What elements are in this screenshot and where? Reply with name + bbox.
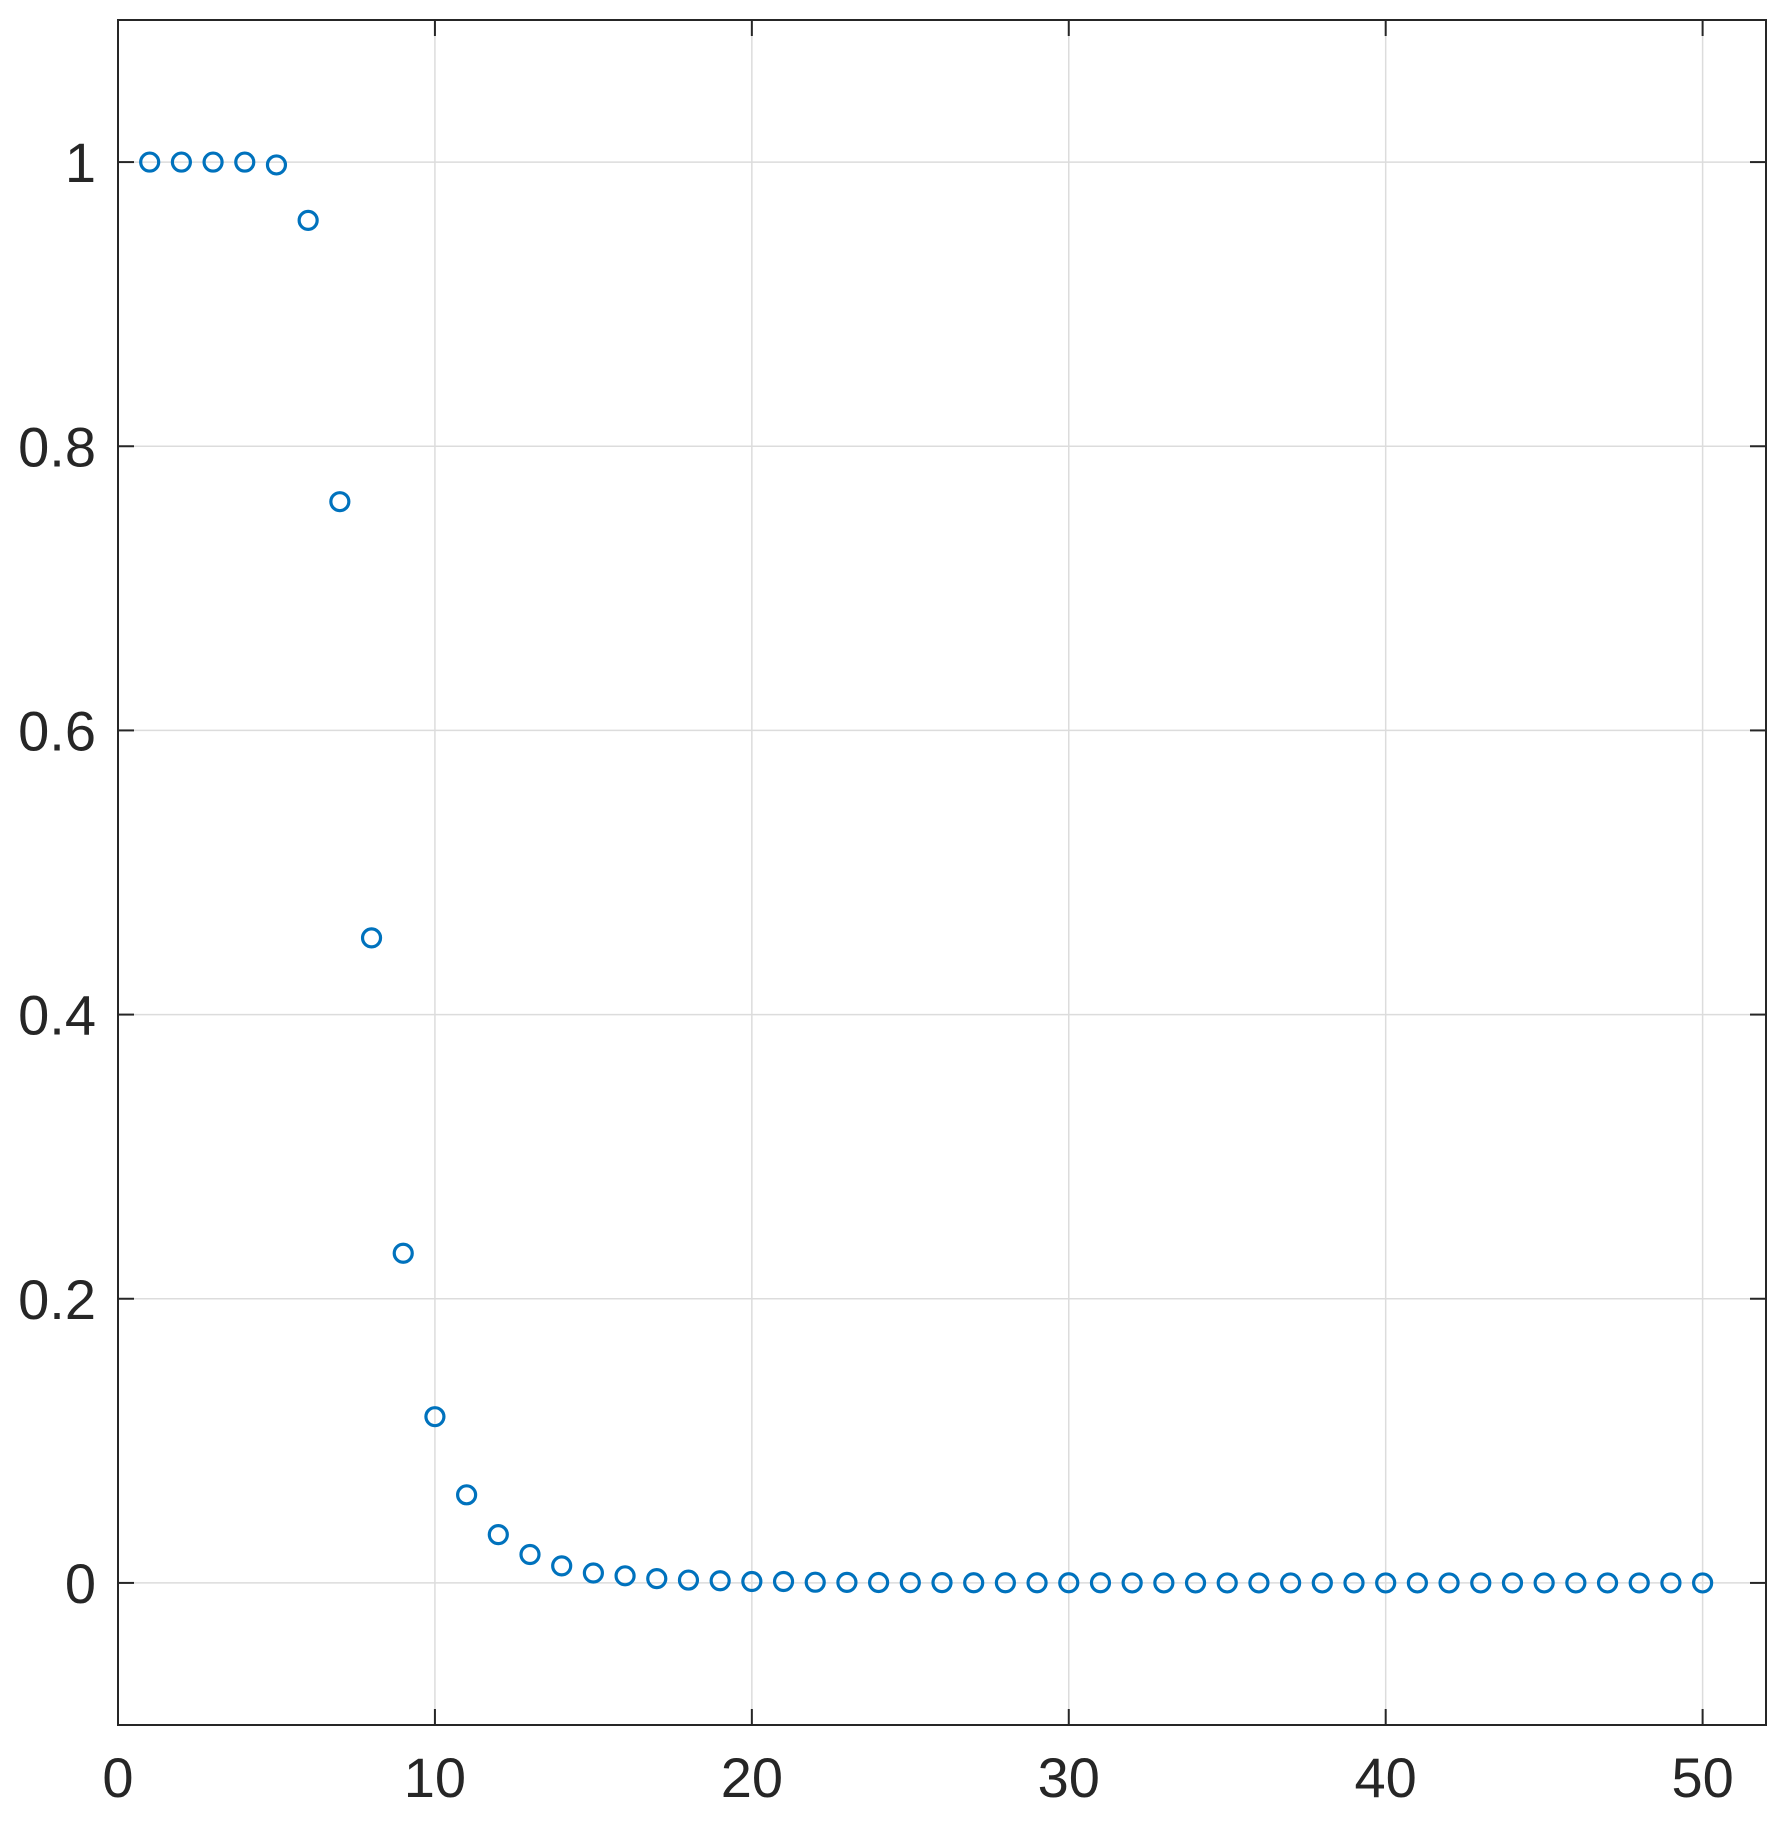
data-point [899, 1572, 921, 1594]
data-point [582, 1562, 604, 1584]
data-point [551, 1555, 573, 1577]
y-tick-label: 1 [65, 131, 96, 194]
data-point [329, 491, 351, 513]
data-points [139, 151, 1714, 1594]
data-point [677, 1569, 700, 1591]
data-point [360, 927, 383, 949]
data-point [487, 1524, 509, 1546]
data-point [1089, 1572, 1112, 1594]
data-point [392, 1242, 414, 1264]
data-point [804, 1571, 826, 1593]
y-tick-label: 0.2 [18, 1268, 96, 1331]
data-point [741, 1570, 763, 1593]
data-point [1311, 1572, 1333, 1594]
data-point [1026, 1572, 1048, 1594]
y-tick-label: 0 [65, 1552, 96, 1615]
y-tick-labels: 0 0.2 0.4 0.6 0.8 1 [18, 131, 96, 1615]
x-tick-label: 10 [404, 1746, 466, 1809]
grid-lines [117, 20, 1766, 1725]
data-point [1058, 1572, 1080, 1594]
data-point [614, 1565, 636, 1587]
data-point [1280, 1572, 1302, 1594]
data-point [519, 1543, 541, 1566]
x-tick-label: 20 [721, 1746, 783, 1809]
data-point [1375, 1572, 1397, 1594]
data-point [1596, 1572, 1619, 1594]
data-point [1501, 1572, 1524, 1594]
data-point [931, 1572, 953, 1594]
data-point [836, 1571, 858, 1593]
data-point [963, 1572, 985, 1594]
data-point [1565, 1572, 1587, 1594]
axis-ticks [117, 20, 1766, 1725]
data-point [1470, 1572, 1492, 1594]
x-tick-label: 30 [1038, 1746, 1100, 1809]
y-tick-label: 0.6 [18, 699, 96, 762]
data-point [1216, 1572, 1238, 1594]
data-point [297, 209, 319, 231]
x-tick-label: 50 [1671, 1746, 1733, 1809]
data-point [139, 151, 161, 173]
data-point [456, 1484, 478, 1506]
data-point [1628, 1572, 1650, 1594]
data-point [265, 154, 288, 176]
data-point [1692, 1572, 1714, 1594]
data-point [868, 1571, 890, 1594]
data-point [1153, 1572, 1175, 1594]
data-point [1248, 1572, 1270, 1594]
plot-frame [117, 19, 1767, 1726]
data-point [1660, 1572, 1682, 1594]
data-point [994, 1572, 1016, 1594]
data-point [1184, 1572, 1207, 1594]
y-tick-label: 0.8 [18, 415, 96, 478]
x-tick-label: 0 [102, 1746, 133, 1809]
x-tick-label: 40 [1355, 1746, 1417, 1809]
data-point [1533, 1572, 1555, 1594]
data-point [170, 151, 192, 173]
data-point [234, 151, 256, 173]
data-point [424, 1406, 446, 1428]
data-point [202, 151, 224, 173]
x-tick-labels: 0 10 20 30 40 50 [102, 1746, 1733, 1809]
data-point [1406, 1572, 1428, 1594]
data-point [1343, 1572, 1365, 1594]
data-point [1121, 1572, 1143, 1594]
y-tick-label: 0.4 [18, 984, 96, 1047]
data-point [646, 1568, 668, 1590]
data-point [772, 1570, 795, 1593]
data-point [709, 1570, 731, 1592]
data-point [1438, 1572, 1460, 1594]
